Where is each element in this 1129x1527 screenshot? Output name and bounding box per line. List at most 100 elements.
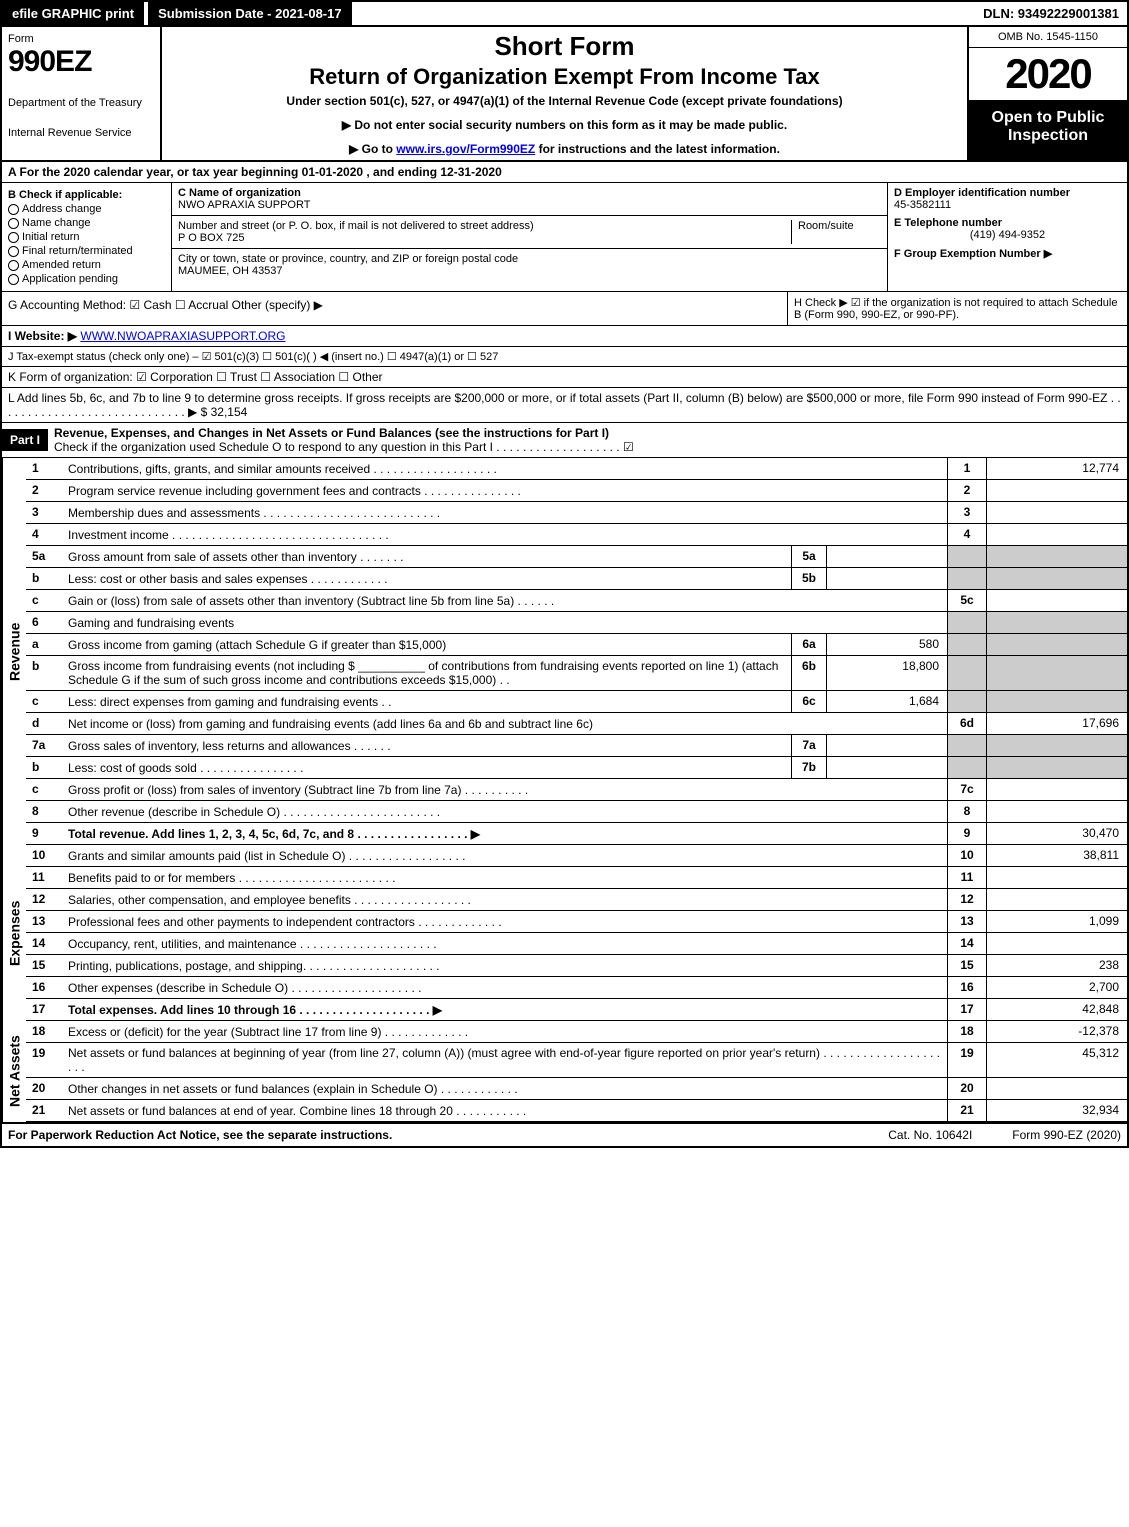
line-description: Occupancy, rent, utilities, and maintena… (62, 933, 947, 954)
info-block: B Check if applicable: Address change Na… (2, 183, 1127, 292)
amount-value (987, 933, 1127, 954)
line-number: 19 (26, 1043, 62, 1077)
submission-date: Submission Date - 2021-08-17 (148, 2, 352, 25)
line-description: Grants and similar amounts paid (list in… (62, 845, 947, 866)
amount-value: 45,312 (987, 1043, 1127, 1077)
org-city: MAUMEE, OH 43537 (178, 265, 881, 277)
amount-value (987, 546, 1127, 567)
line-j: J Tax-exempt status (check only one) – ☑… (2, 347, 1127, 367)
amount-value (987, 1078, 1127, 1099)
net-assets-side-label: Net Assets (2, 1021, 26, 1122)
box-b-title: B Check if applicable: (8, 189, 165, 201)
c-addr-label: Number and street (or P. O. box, if mail… (178, 220, 791, 232)
chk-address[interactable]: Address change (8, 203, 165, 215)
chk-final[interactable]: Final return/terminated (8, 245, 165, 257)
line-ref: 17 (947, 999, 987, 1020)
inner-value: 1,684 (827, 691, 947, 712)
line-number: d (26, 713, 62, 734)
amount-value (987, 524, 1127, 545)
table-row: aGross income from gaming (attach Schedu… (26, 634, 1127, 656)
line-ref: 15 (947, 955, 987, 976)
line-description: Net assets or fund balances at end of ye… (62, 1100, 947, 1121)
part-1-label: Part I (2, 429, 48, 451)
table-row: 4Investment income . . . . . . . . . . .… (26, 524, 1127, 546)
line-number: 11 (26, 867, 62, 888)
inner-value (827, 568, 947, 589)
line-number: 3 (26, 502, 62, 523)
line-number: 9 (26, 823, 62, 844)
line-number: 13 (26, 911, 62, 932)
line-ref: 5c (947, 590, 987, 611)
table-row: bLess: cost or other basis and sales exp… (26, 568, 1127, 590)
amount-value: -12,378 (987, 1021, 1127, 1042)
line-number: 20 (26, 1078, 62, 1099)
note2-pre: ▶ Go to (349, 142, 396, 156)
table-row: 17Total expenses. Add lines 10 through 1… (26, 999, 1127, 1021)
dept-irs: Internal Revenue Service (8, 127, 154, 139)
line-a-tax-year: A For the 2020 calendar year, or tax yea… (2, 162, 1127, 183)
part-1-title: Revenue, Expenses, and Changes in Net As… (54, 426, 609, 440)
page-footer: For Paperwork Reduction Act Notice, see … (2, 1122, 1127, 1146)
line-number: 16 (26, 977, 62, 998)
line-ref (947, 568, 987, 589)
line-ref (947, 735, 987, 756)
table-row: bLess: cost of goods sold . . . . . . . … (26, 757, 1127, 779)
inner-line-label: 5b (791, 568, 827, 589)
table-row: 19Net assets or fund balances at beginni… (26, 1043, 1127, 1078)
chk-name[interactable]: Name change (8, 217, 165, 229)
revenue-side-label: Revenue (2, 458, 26, 845)
table-row: 11Benefits paid to or for members . . . … (26, 867, 1127, 889)
room-suite-label: Room/suite (791, 220, 881, 244)
line-ref: 20 (947, 1078, 987, 1099)
line-ref (947, 656, 987, 690)
line-description: Gross income from gaming (attach Schedul… (62, 634, 791, 655)
line-description: Less: direct expenses from gaming and fu… (62, 691, 791, 712)
line-ref: 12 (947, 889, 987, 910)
amount-value (987, 568, 1127, 589)
line-description: Printing, publications, postage, and shi… (62, 955, 947, 976)
dept-treasury: Department of the Treasury (8, 97, 154, 109)
box-b: B Check if applicable: Address change Na… (2, 183, 172, 291)
line-description: Other expenses (describe in Schedule O) … (62, 977, 947, 998)
form-header: Form 990EZ Department of the Treasury In… (2, 27, 1127, 162)
amount-value (987, 612, 1127, 633)
line-number: b (26, 656, 62, 690)
part-1-header: Part I Revenue, Expenses, and Changes in… (2, 423, 1127, 458)
part-1-check: Check if the organization used Schedule … (54, 440, 634, 454)
amount-value (987, 867, 1127, 888)
line-description: Net assets or fund balances at beginning… (62, 1043, 947, 1077)
amount-value: 238 (987, 955, 1127, 976)
amount-value (987, 889, 1127, 910)
line-ref: 18 (947, 1021, 987, 1042)
table-row: dNet income or (loss) from gaming and fu… (26, 713, 1127, 735)
website-link[interactable]: WWW.NWOAPRAXIASUPPORT.ORG (80, 329, 285, 343)
efile-print-button[interactable]: efile GRAPHIC print (2, 2, 144, 25)
irs-link[interactable]: www.irs.gov/Form990EZ (396, 142, 535, 156)
chk-amended[interactable]: Amended return (8, 259, 165, 271)
chk-initial[interactable]: Initial return (8, 231, 165, 243)
line-ref: 11 (947, 867, 987, 888)
line-i-label: I Website: ▶ (8, 329, 77, 343)
line-ref: 13 (947, 911, 987, 932)
inner-line-label: 7b (791, 757, 827, 778)
table-row: 3Membership dues and assessments . . . .… (26, 502, 1127, 524)
line-description: Total expenses. Add lines 10 through 16 … (62, 999, 947, 1020)
line-ref: 2 (947, 480, 987, 501)
note2-post: for instructions and the latest informat… (535, 142, 780, 156)
table-row: 16Other expenses (describe in Schedule O… (26, 977, 1127, 999)
line-number: 21 (26, 1100, 62, 1121)
line-number: 4 (26, 524, 62, 545)
tax-year: 2020 (969, 48, 1127, 101)
chk-pending[interactable]: Application pending (8, 273, 165, 285)
line-number: 6 (26, 612, 62, 633)
line-ref: 10 (947, 845, 987, 866)
line-description: Professional fees and other payments to … (62, 911, 947, 932)
table-row: 14Occupancy, rent, utilities, and mainte… (26, 933, 1127, 955)
title-return: Return of Organization Exempt From Incom… (170, 64, 959, 90)
line-description: Program service revenue including govern… (62, 480, 947, 501)
line-description: Gross sales of inventory, less returns a… (62, 735, 791, 756)
top-bar: efile GRAPHIC print Submission Date - 20… (2, 2, 1127, 27)
line-i: I Website: ▶ WWW.NWOAPRAXIASUPPORT.ORG (2, 326, 1127, 347)
line-ref: 8 (947, 801, 987, 822)
line-number: b (26, 568, 62, 589)
